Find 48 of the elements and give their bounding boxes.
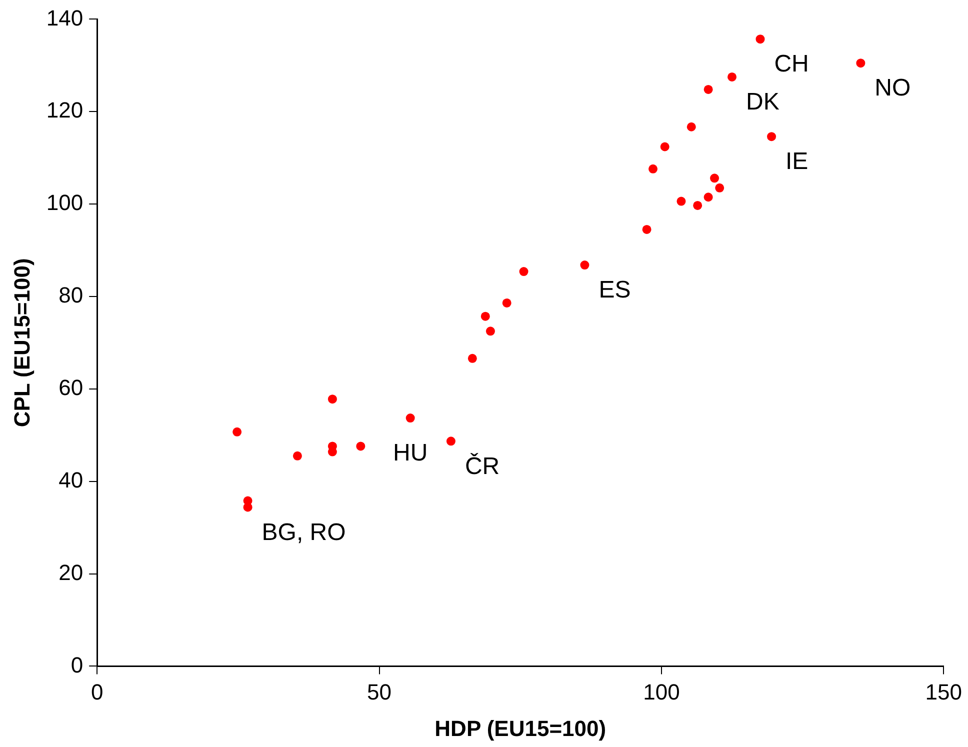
annotation: CH xyxy=(774,50,809,78)
point xyxy=(328,394,337,404)
point xyxy=(660,142,670,152)
point xyxy=(292,451,302,460)
x-tick-label: 150 xyxy=(925,679,962,704)
point xyxy=(710,174,720,183)
y-tick-label: 80 xyxy=(58,282,84,308)
x-tick-label: 50 xyxy=(367,679,392,704)
point xyxy=(486,326,495,336)
point xyxy=(502,298,512,308)
x-tick-label: 0 xyxy=(90,679,104,704)
x-axis-title: HDP (EU15=100) xyxy=(434,716,606,741)
point xyxy=(446,436,456,446)
point xyxy=(693,200,702,210)
point xyxy=(856,58,866,68)
annotation: NO xyxy=(874,74,911,102)
point xyxy=(468,354,477,363)
y-tick-label: 0 xyxy=(70,652,84,678)
annotation: DK xyxy=(746,88,780,116)
y-tick-label: 100 xyxy=(46,190,84,216)
point xyxy=(704,192,713,202)
point xyxy=(519,267,528,276)
point xyxy=(232,427,242,436)
point xyxy=(728,72,737,82)
annotation: ČR xyxy=(464,452,500,480)
y-tick-label: 20 xyxy=(58,560,84,585)
point xyxy=(676,196,686,206)
point xyxy=(756,34,765,44)
x-tick-label: 100 xyxy=(643,679,680,704)
point xyxy=(715,183,724,192)
annotation: IE xyxy=(786,148,808,176)
y-tick-label: 40 xyxy=(58,467,84,492)
annotation: HU xyxy=(392,440,428,467)
point xyxy=(767,132,776,142)
point xyxy=(480,312,490,321)
point xyxy=(642,224,652,234)
point xyxy=(704,84,713,94)
y-tick-label: 60 xyxy=(58,374,84,400)
annotation: BG, RO xyxy=(262,518,346,546)
point xyxy=(648,164,658,174)
y-axis-title: CPL (EU15=100) xyxy=(9,258,34,428)
annotation: ES xyxy=(598,276,631,304)
point xyxy=(686,122,696,132)
point xyxy=(356,442,366,451)
y-tick-label: 120 xyxy=(46,98,84,123)
y-tick-label: 140 xyxy=(46,5,84,30)
point xyxy=(406,414,415,423)
point xyxy=(580,260,590,270)
